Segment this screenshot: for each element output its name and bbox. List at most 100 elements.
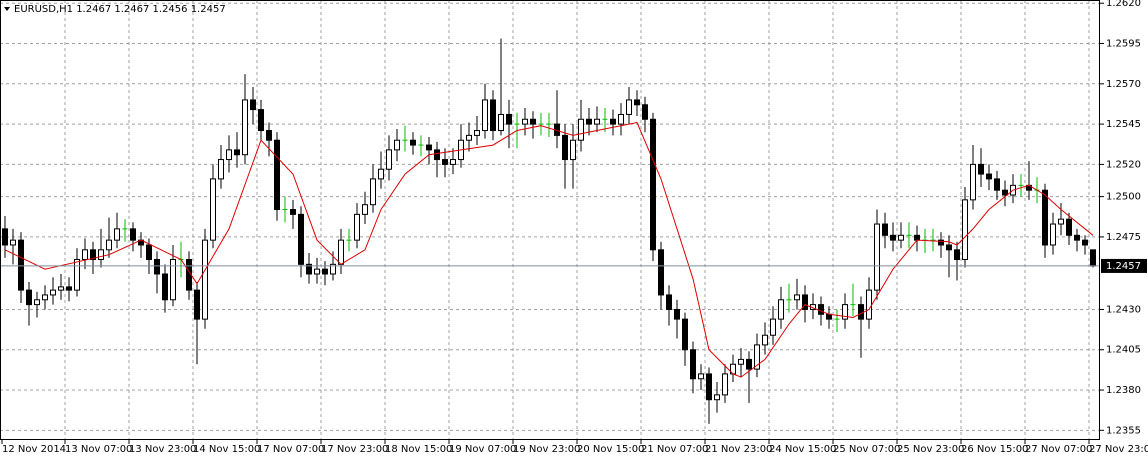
candle-body — [1074, 234, 1080, 241]
candle-body — [594, 118, 600, 125]
candle-body — [642, 104, 648, 120]
candle-body — [946, 244, 952, 251]
candle-body — [722, 373, 728, 396]
y-tick-label: 1.2430 — [1106, 304, 1141, 315]
candle-body — [610, 118, 616, 125]
current-price-label: 1.2457 — [1106, 261, 1141, 272]
x-tick-label: 25 Nov 07:00 — [833, 444, 900, 455]
candle-body — [530, 118, 536, 125]
y-tick-label: 1.2405 — [1106, 345, 1141, 356]
candle-body — [506, 113, 512, 125]
candle-body — [114, 228, 120, 241]
candle-body — [242, 99, 248, 156]
candle-body — [690, 349, 696, 380]
candle-body — [82, 249, 88, 260]
candle-body — [442, 159, 448, 165]
candle-body — [898, 234, 904, 241]
x-tick-label: 21 Nov 23:00 — [705, 444, 772, 455]
candle-body — [858, 304, 864, 320]
x-tick-label: 24 Nov 15:00 — [769, 444, 836, 455]
candle-body — [794, 294, 800, 301]
y-tick-label: 1.2595 — [1106, 39, 1141, 50]
candle-body — [754, 344, 760, 370]
candle-body — [882, 223, 888, 236]
candle-body — [74, 258, 80, 291]
candle-body — [978, 163, 984, 175]
candle-body — [354, 213, 360, 241]
candle-body — [314, 268, 320, 275]
candle-body — [26, 289, 32, 306]
candle-body — [194, 289, 200, 320]
candle-body — [290, 209, 296, 215]
x-tick-label: 17 Nov 07:00 — [257, 444, 324, 455]
candle-body — [570, 139, 576, 161]
candle-body — [626, 99, 632, 115]
candle-body — [426, 144, 432, 151]
candle-body — [874, 223, 880, 291]
x-tick-label: 13 Nov 23:00 — [129, 444, 196, 455]
moving-average — [4, 121, 1094, 378]
current-price-box — [1101, 258, 1147, 273]
candle-body — [674, 308, 680, 320]
candle-body — [634, 99, 640, 106]
candle-body — [306, 263, 312, 275]
candle-body — [762, 334, 768, 346]
candle-body — [522, 118, 528, 125]
candle-body — [258, 109, 264, 132]
y-tick-label: 1.2475 — [1106, 232, 1141, 243]
candle-body — [2, 228, 8, 246]
candle-body — [746, 358, 752, 370]
candle-body — [394, 139, 400, 151]
candle-body — [330, 263, 336, 275]
candle-body — [210, 178, 216, 241]
candle-body — [450, 159, 456, 165]
candle-body — [338, 239, 344, 265]
candle-body — [130, 228, 136, 241]
candle-body — [370, 178, 376, 206]
chart-title: EURUSD,H1 1.2467 1.2467 1.2456 1.2457 — [14, 4, 226, 15]
candle-body — [274, 139, 280, 211]
candle-body — [970, 163, 976, 201]
candle-body — [498, 113, 504, 132]
x-tick-label: 14 Nov 15:00 — [193, 444, 260, 455]
candle-body — [1050, 223, 1056, 246]
candle-body — [362, 204, 368, 215]
marks — [0, 38, 1100, 424]
candle-body — [578, 118, 584, 141]
candle-body — [10, 239, 16, 246]
x-tick-label: 27 Nov 23:00 — [1089, 444, 1148, 455]
candle-body — [1002, 189, 1008, 196]
y-tick-label: 1.2380 — [1106, 385, 1141, 396]
x-tick-label: 27 Nov 07:00 — [1025, 444, 1092, 455]
y-tick-label: 1.2500 — [1106, 192, 1141, 203]
candle-body — [322, 268, 328, 275]
candle-body — [1058, 218, 1064, 225]
candle-body — [266, 130, 272, 141]
candle-body — [866, 289, 872, 320]
candle-body — [106, 239, 112, 251]
candle-body — [714, 394, 720, 401]
candle-body — [618, 113, 624, 125]
candle-body — [650, 118, 656, 251]
candle-body — [66, 286, 72, 291]
x-tick-label: 18 Nov 15:00 — [385, 444, 452, 455]
candle-body — [1090, 249, 1096, 267]
candle-body — [298, 213, 304, 265]
candle-body — [770, 318, 776, 336]
candle-body — [386, 149, 392, 170]
plot-frame — [0, 0, 1100, 440]
candle-body — [34, 299, 40, 306]
candle-body — [162, 273, 168, 301]
candle-body — [706, 373, 712, 401]
candle-body — [50, 289, 56, 296]
candle-body — [938, 239, 944, 246]
symbol-arrow — [4, 7, 10, 11]
candle-body — [842, 304, 848, 320]
candle-body — [778, 299, 784, 320]
candle-body — [434, 149, 440, 161]
candle-body — [234, 149, 240, 156]
x-tick-label: 17 Nov 23:00 — [321, 444, 388, 455]
